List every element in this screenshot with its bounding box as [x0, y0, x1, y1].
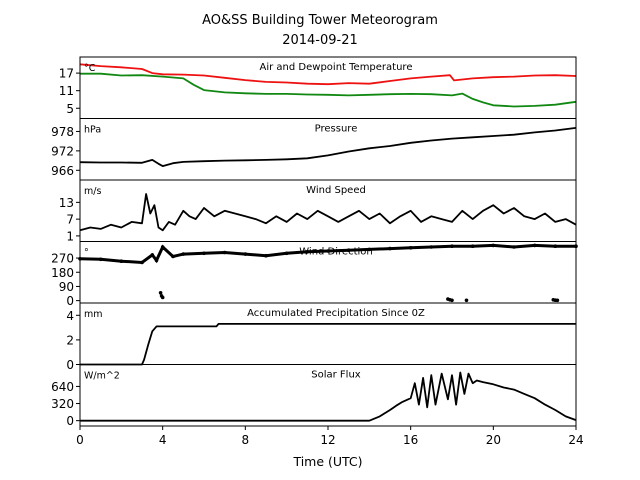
- wind-direction-point: [158, 291, 163, 295]
- solar-ytick-label: 0: [66, 414, 74, 428]
- wind-direction-point: [450, 298, 454, 303]
- wind-direction-unit: °: [84, 248, 89, 259]
- pressure-ytick-label: 972: [51, 144, 74, 158]
- panel-solar: 0 320 640 W/m^2 Solar Flux: [51, 364, 577, 428]
- panel-precip: 0 2 4 mm Accumulated Precipitation Since 0Z: [66, 302, 577, 372]
- pressure-ytick-label: 978: [51, 125, 74, 139]
- temp-series-dewpoint: [80, 72, 577, 108]
- solar-series-default: [80, 371, 577, 422]
- panel-wind-speed: 1 7 13 m/s Wind Speed: [59, 179, 577, 243]
- wind-direction-ytick-label: 180: [51, 266, 74, 280]
- wind-direction-ytick-label: 90: [59, 280, 74, 294]
- xtick-label: 12: [320, 433, 335, 447]
- wind-speed-unit: m/s: [84, 186, 101, 197]
- wind-direction-title: Wind Direction: [299, 247, 373, 258]
- solar-title: Solar Flux: [311, 370, 361, 381]
- wind-speed-ytick-label: 7: [66, 213, 74, 227]
- precip-unit: mm: [84, 309, 103, 320]
- wind-direction-point: [555, 298, 560, 303]
- pressure-unit: hPa: [84, 125, 101, 136]
- precip-title: Accumulated Precipitation Since 0Z: [247, 308, 425, 319]
- wind-speed-ytick-label: 1: [66, 229, 74, 243]
- x-axis: 0 4 8 12 16 20 24: [76, 426, 584, 447]
- solar-ytick-label: 640: [51, 380, 74, 394]
- precip-ytick-label: 2: [66, 333, 74, 347]
- panel-temp: 5 11 17 °C Air and Dewpoint Temperature: [59, 56, 577, 119]
- wind-direction-point: [160, 295, 165, 300]
- xtick-label: 4: [159, 433, 167, 447]
- precip-series-default: [80, 322, 576, 366]
- wind-speed-ytick-label: 13: [59, 196, 74, 210]
- chart-title-line1: AO&SS Building Tower Meteorogram: [202, 13, 438, 28]
- panel-pressure: 966 972 978 hPa Pressure: [51, 118, 577, 181]
- xtick-label: 20: [486, 433, 501, 447]
- wind-speed-series-default: [79, 193, 577, 232]
- wind-direction-ytick-label: 270: [51, 252, 74, 266]
- xtick-label: 24: [568, 433, 583, 447]
- xtick-label: 8: [242, 433, 250, 447]
- wind-direction-ytick-label: 0: [66, 294, 74, 308]
- xtick-label: 16: [403, 433, 418, 447]
- temp-ytick-label: 11: [59, 84, 74, 98]
- x-axis-label: Time (UTC): [292, 454, 362, 469]
- pressure-title: Pressure: [315, 124, 358, 135]
- precip-ytick-label: 4: [66, 309, 74, 323]
- solar-ytick-label: 320: [51, 397, 74, 411]
- wind-speed-title: Wind Speed: [306, 185, 366, 196]
- solar-unit: W/m^2: [84, 371, 120, 382]
- temp-ytick-label: 5: [66, 102, 74, 116]
- temp-series-temperature: [79, 63, 577, 86]
- precip-ytick-label: 0: [66, 358, 74, 372]
- chart-title-line2: 2014-09-21: [282, 33, 358, 48]
- wind-direction-series-line: [79, 243, 576, 265]
- xtick-label: 0: [76, 433, 84, 447]
- pressure-ytick-label: 966: [51, 164, 74, 178]
- wind-direction-point: [464, 298, 469, 303]
- temp-unit: °C: [84, 63, 96, 74]
- temp-ytick-label: 17: [59, 67, 74, 81]
- pressure-series-default: [79, 127, 577, 168]
- temp-title: Air and Dewpoint Temperature: [260, 62, 413, 73]
